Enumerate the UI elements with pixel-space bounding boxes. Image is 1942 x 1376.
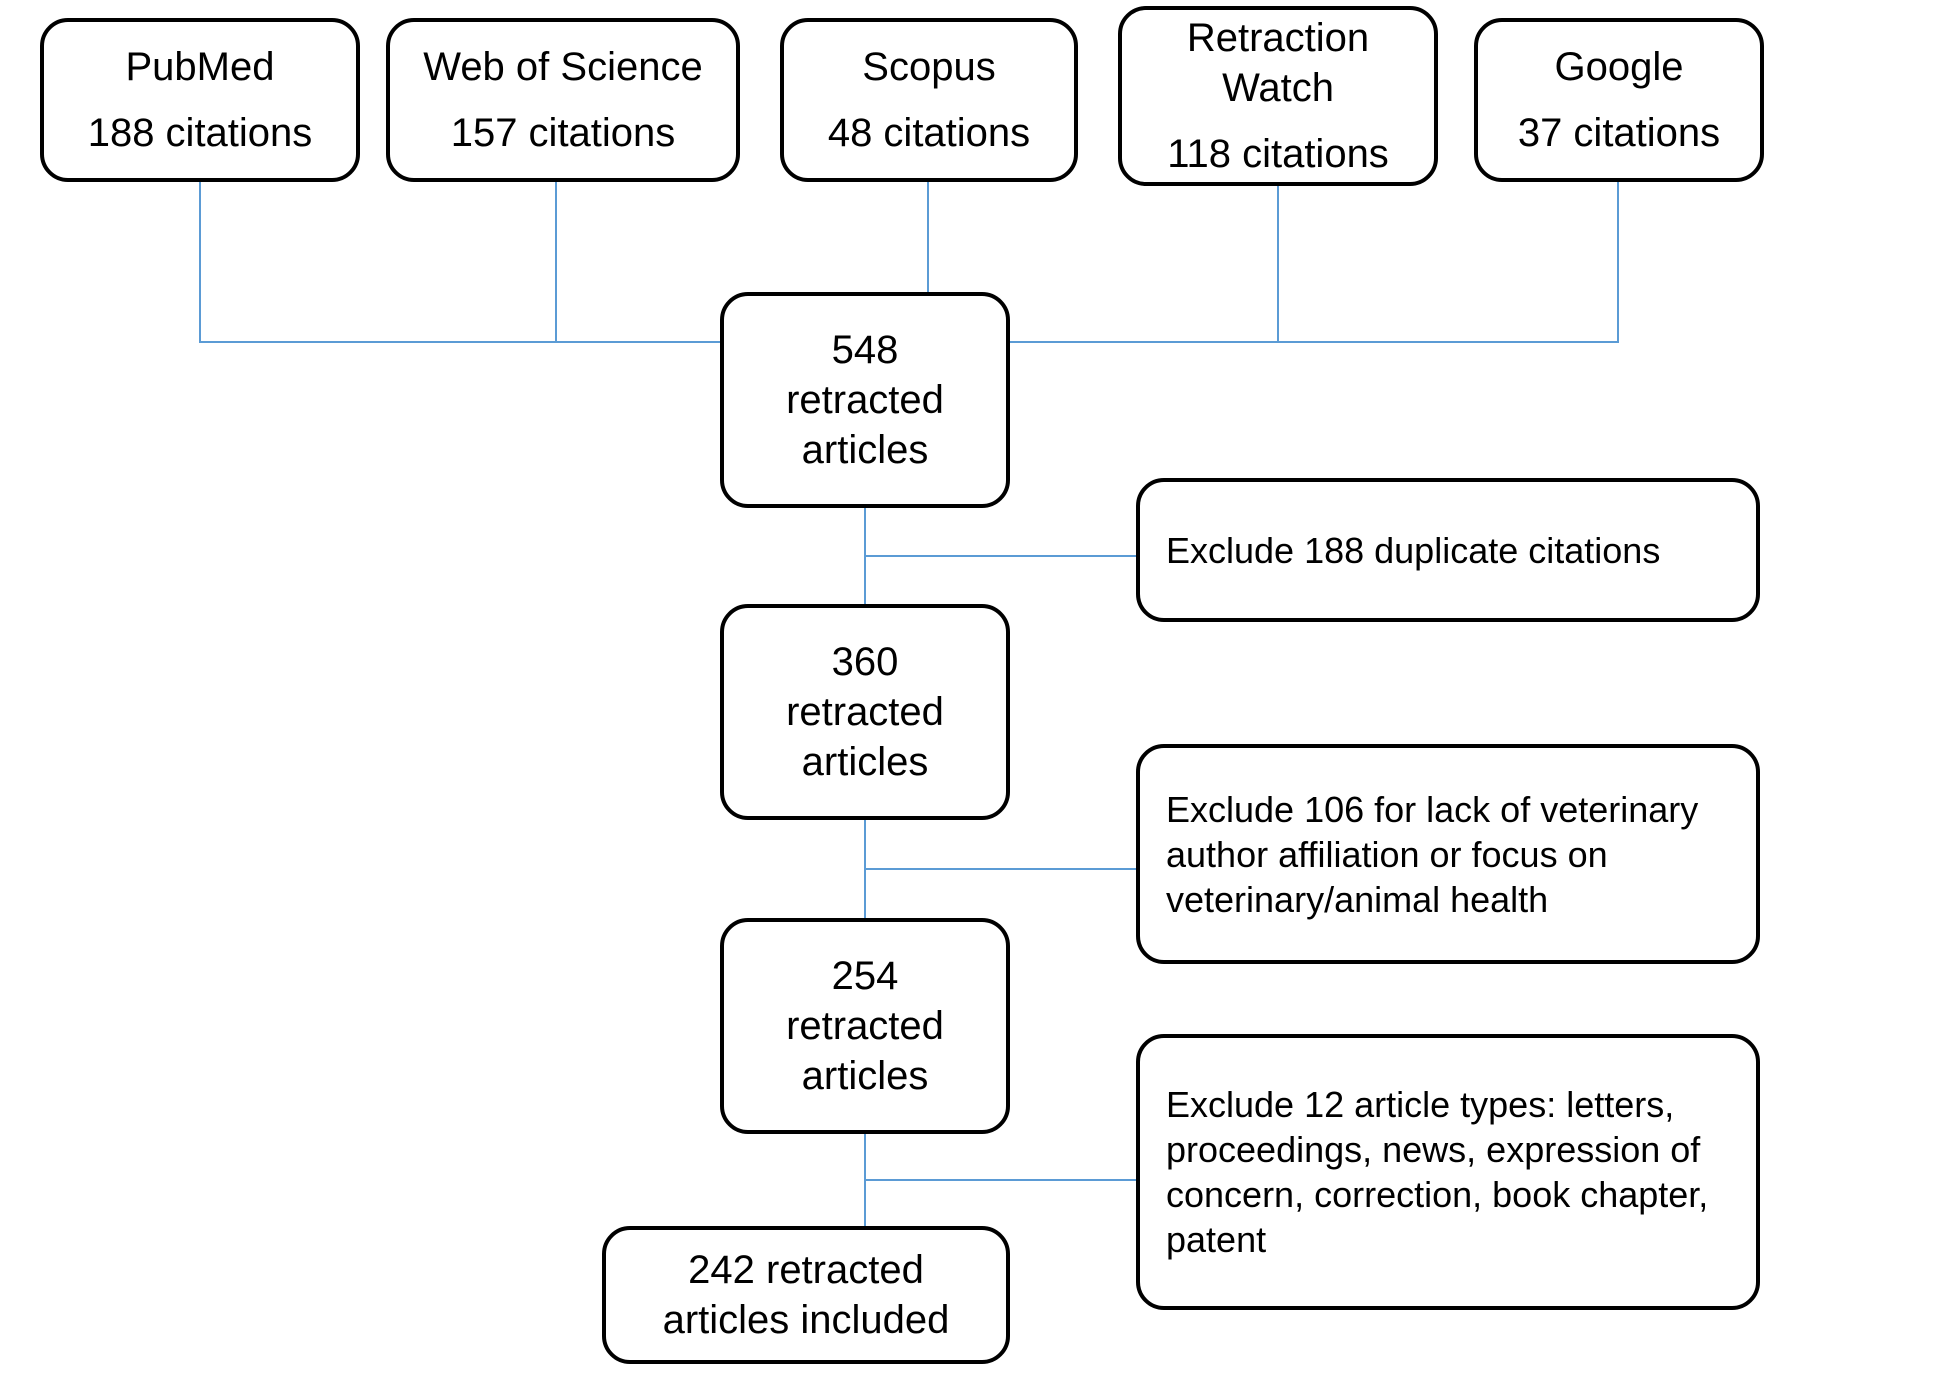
flowchart-canvas: PubMed 188 citations Web of Science 157 cit…: [0, 0, 1942, 1376]
exclude-node: Exclude 106 for lack of veterinary autho…: [1136, 744, 1760, 964]
exclude-text: Exclude 188 duplicate citations: [1166, 528, 1660, 573]
flow-node: 254retractedarticles: [720, 918, 1010, 1134]
source-title: PubMed: [126, 42, 275, 92]
flow-node-line: 548: [832, 325, 899, 375]
flow-node-line: retracted: [786, 687, 944, 737]
source-title: Scopus: [862, 42, 995, 92]
flow-node: 242 retractedarticles included: [602, 1226, 1010, 1364]
source-node: PubMed 188 citations: [40, 18, 360, 182]
flow-node-line: articles: [802, 737, 929, 787]
source-title: Google: [1555, 42, 1684, 92]
source-node: Web of Science 157 citations: [386, 18, 740, 182]
flow-node-line: articles: [802, 425, 929, 475]
source-node: Retraction Watch 118 citations: [1118, 6, 1438, 186]
source-subtitle: 37 citations: [1518, 108, 1720, 158]
flow-node-line: 242 retracted: [688, 1245, 924, 1295]
flow-node: 548retractedarticles: [720, 292, 1010, 508]
source-subtitle: 48 citations: [828, 108, 1030, 158]
flow-node-line: 360: [832, 637, 899, 687]
flow-node-line: retracted: [786, 1001, 944, 1051]
exclude-text: Exclude 106 for lack of veterinary autho…: [1166, 787, 1730, 922]
flow-node-line: retracted: [786, 375, 944, 425]
source-node: Scopus 48 citations: [780, 18, 1078, 182]
exclude-node: Exclude 12 article types: letters, proce…: [1136, 1034, 1760, 1310]
exclude-node: Exclude 188 duplicate citations: [1136, 478, 1760, 622]
flow-node: 360retractedarticles: [720, 604, 1010, 820]
flow-node-line: 254: [832, 951, 899, 1001]
source-subtitle: 157 citations: [451, 108, 676, 158]
source-subtitle: 118 citations: [1167, 129, 1389, 179]
flow-node-line: articles included: [663, 1295, 950, 1345]
source-node: Google 37 citations: [1474, 18, 1764, 182]
flow-node-line: articles: [802, 1051, 929, 1101]
source-title: Web of Science: [423, 42, 702, 92]
source-title: Retraction Watch: [1140, 13, 1416, 113]
exclude-text: Exclude 12 article types: letters, proce…: [1166, 1082, 1730, 1262]
source-subtitle: 188 citations: [88, 108, 313, 158]
